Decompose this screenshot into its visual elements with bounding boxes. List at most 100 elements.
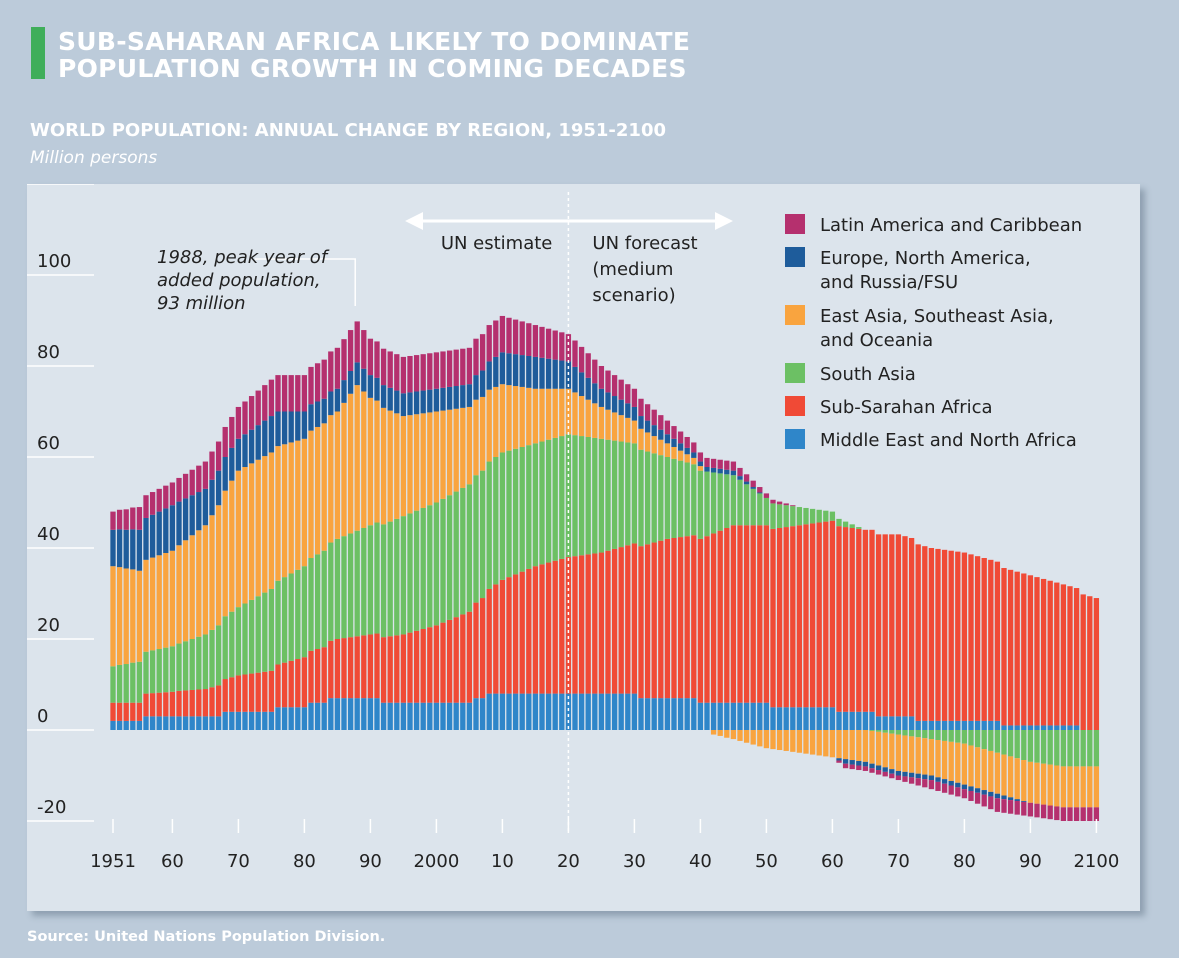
bar-europe (176, 501, 182, 546)
bar-east (394, 413, 400, 519)
bar-mena (790, 707, 796, 730)
bar-mena (1073, 725, 1080, 730)
bar-mena (499, 693, 506, 730)
bar-europe (288, 411, 294, 443)
bar-ssa (737, 525, 743, 703)
bar-ssa (400, 634, 407, 703)
bar-mena (262, 711, 268, 730)
y-tick-label: 60 (37, 433, 60, 454)
bar-east (994, 752, 1001, 794)
bar-europe (592, 383, 598, 404)
y-tick-label: 0 (37, 706, 48, 727)
bar-mena (618, 693, 624, 730)
bar-europe (605, 392, 611, 410)
bar-europe (935, 777, 941, 782)
bar-south (427, 505, 433, 628)
headline-accent-bar (31, 27, 45, 79)
bar-europe (684, 447, 690, 455)
bar-europe (308, 404, 314, 431)
bar-ssa (763, 525, 770, 703)
bar-latam (737, 467, 743, 477)
bar-south (994, 730, 1001, 753)
x-tick-label: 60 (161, 851, 184, 872)
bar-east (955, 742, 961, 783)
bar-ssa (691, 535, 697, 699)
bar-europe (743, 481, 750, 485)
bar-mena (136, 720, 143, 730)
bar-latam (215, 441, 222, 471)
bar-east (486, 389, 492, 462)
bar-south (836, 518, 842, 527)
bar-east (255, 459, 261, 597)
bar-ssa (295, 659, 301, 708)
bar-mena (994, 720, 1001, 730)
bar-latam (578, 346, 585, 373)
bar-europe (136, 529, 143, 571)
bar-south (974, 730, 981, 748)
bar-ssa (1027, 575, 1034, 726)
bar-ssa (242, 674, 248, 712)
bar-east (611, 412, 618, 441)
bar-south (1001, 730, 1007, 755)
bar-europe (242, 434, 248, 468)
bar-ssa (196, 689, 202, 717)
bar-ssa (110, 702, 116, 721)
bar-mena (658, 698, 664, 730)
bar-mena (829, 707, 836, 730)
bar-latam (750, 480, 756, 488)
bar-mena (539, 693, 545, 730)
bar-europe (295, 411, 301, 441)
bar-europe (380, 385, 387, 408)
bar-mena (341, 698, 347, 730)
peak-annotation-line: added population, (157, 270, 321, 291)
bar-europe (968, 786, 974, 791)
bar-mena (948, 720, 954, 730)
bar-latam (248, 396, 255, 430)
bar-east (295, 440, 301, 570)
bar-south (691, 464, 697, 536)
bar-east (301, 438, 308, 567)
bar-south (209, 629, 215, 688)
bar-ssa (1080, 594, 1086, 730)
bar-mena (255, 711, 261, 730)
bar-south (677, 460, 684, 538)
un-estimate-label: UN estimate (441, 233, 553, 254)
bar-east (275, 446, 281, 581)
bar-europe (321, 398, 327, 424)
bar-latam (559, 332, 565, 361)
bar-south (1060, 730, 1067, 767)
bar-east (420, 413, 426, 508)
bar-latam (281, 375, 288, 412)
bar-mena (545, 693, 552, 730)
bar-latam (229, 416, 235, 448)
bar-mena (314, 702, 321, 730)
bar-europe (229, 447, 235, 481)
legend-label-mena: Middle East and North Africa (820, 430, 1077, 451)
bar-east (1073, 766, 1080, 808)
bar-east (730, 730, 737, 740)
bar-mena (361, 698, 367, 730)
bar-europe (955, 782, 961, 788)
bar-ssa (1054, 582, 1060, 726)
bar-south (506, 450, 512, 578)
bar-east (1001, 754, 1007, 796)
bar-east (770, 730, 776, 750)
bar-south (479, 470, 486, 599)
bar-south (400, 516, 407, 635)
bar-east (1034, 762, 1040, 804)
bar-mena (578, 693, 585, 730)
bar-south (644, 451, 651, 545)
bar-ssa (149, 693, 156, 717)
bar-ssa (994, 561, 1001, 721)
bar-east (440, 410, 446, 499)
bar-ssa (328, 640, 334, 699)
bar-mena (1014, 725, 1020, 730)
bar-latam (974, 792, 981, 804)
bar-south (116, 664, 123, 703)
bar-east (776, 730, 783, 751)
bar-ssa (1014, 571, 1020, 726)
bar-east (242, 467, 248, 604)
bar-south (803, 507, 809, 525)
bar-east (908, 736, 915, 773)
bar-east (1021, 760, 1027, 801)
